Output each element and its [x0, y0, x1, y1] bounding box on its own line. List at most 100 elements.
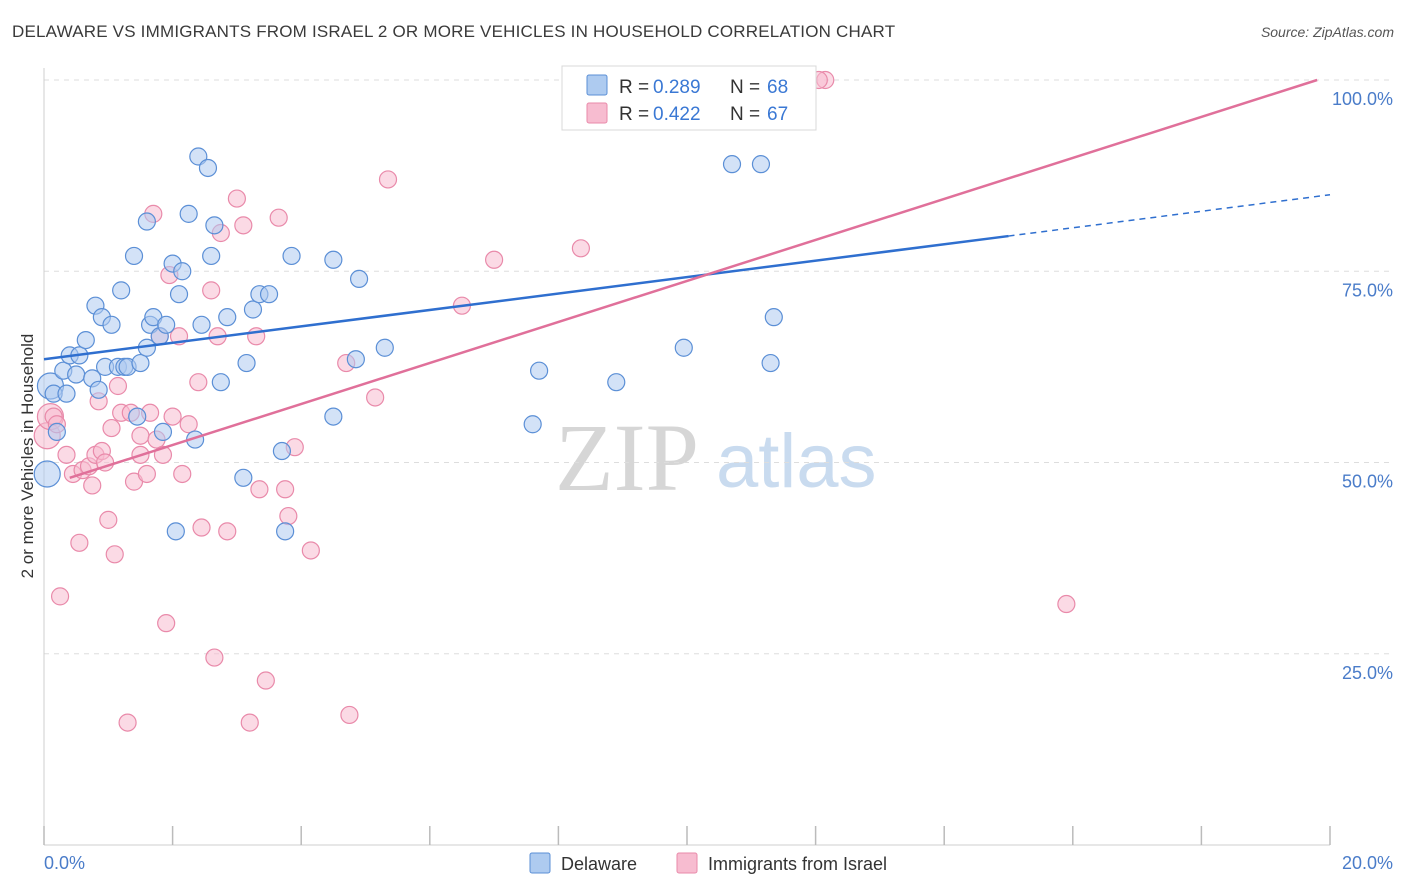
- data-point: [163, 407, 182, 426]
- trend-line-delaware: [43, 234, 1009, 361]
- data-point: [375, 338, 394, 357]
- data-point: [234, 468, 253, 487]
- legend-swatch-blue: [586, 74, 608, 96]
- data-point: [57, 384, 76, 403]
- legend-n-label-1: N =: [730, 77, 760, 98]
- data-point: [530, 361, 549, 380]
- data-point: [722, 155, 742, 174]
- x-tick-label-max: 20.0%: [1342, 853, 1393, 873]
- data-point: [237, 353, 256, 373]
- data-point: [378, 170, 398, 189]
- data-point: [227, 189, 246, 208]
- data-point: [124, 246, 144, 266]
- series-immigrants-from-israel: [33, 70, 1076, 732]
- data-point: [202, 281, 221, 300]
- data-point: [83, 476, 102, 495]
- data-point: [674, 338, 693, 357]
- x-tick-label-min: 0.0%: [44, 853, 85, 873]
- legend-n-label-2: N =: [730, 104, 760, 125]
- data-point: [131, 426, 150, 445]
- chart-title: DELAWARE VS IMMIGRANTS FROM ISRAEL 2 OR …: [12, 22, 896, 41]
- data-point: [153, 422, 173, 441]
- data-point: [324, 250, 343, 269]
- legend-n-value-1: 68: [767, 77, 788, 98]
- data-point: [259, 285, 279, 304]
- data-point: [67, 365, 86, 384]
- data-point: [485, 250, 504, 269]
- data-point: [282, 246, 301, 266]
- data-point: [272, 441, 292, 461]
- data-point: [1057, 594, 1076, 614]
- data-point: [340, 705, 359, 725]
- trend-lines: [43, 78, 1331, 479]
- data-point: [349, 269, 369, 288]
- data-point: [137, 464, 156, 484]
- data-point: [211, 373, 230, 392]
- data-point: [192, 315, 211, 334]
- data-point: [192, 518, 211, 537]
- data-point: [128, 407, 147, 426]
- watermark-zip: ZIP: [555, 404, 699, 511]
- y-tick-label: 75.0%: [1342, 280, 1393, 300]
- data-point: [751, 155, 771, 174]
- data-point: [301, 541, 320, 560]
- data-point: [99, 510, 118, 529]
- data-point: [198, 158, 218, 178]
- data-point: [57, 445, 76, 464]
- legend-r-label-1: R =: [619, 77, 649, 98]
- x-ticks: [43, 826, 1331, 845]
- data-point: [179, 415, 198, 434]
- data-point: [324, 407, 343, 426]
- data-point: [33, 460, 61, 488]
- watermark-atlas: atlas: [716, 419, 877, 504]
- legend-r-value-1: 0.289: [653, 77, 701, 98]
- source-label: Source: ZipAtlas.com: [1260, 24, 1394, 40]
- y-axis-title: 2 or more Vehicles in Household: [18, 334, 37, 579]
- data-point: [240, 713, 259, 732]
- bottom-legend-israel: Immigrants from Israel: [708, 854, 887, 874]
- data-point: [218, 308, 237, 327]
- data-point: [202, 246, 221, 266]
- bottom-legend-delaware: Delaware: [561, 854, 637, 874]
- legend-r-label-2: R =: [619, 104, 649, 125]
- data-point: [157, 315, 176, 334]
- data-point: [102, 315, 121, 334]
- y-tick-labels: 25.0% 50.0% 75.0% 100.0%: [1332, 89, 1393, 683]
- data-point: [234, 216, 253, 235]
- data-point: [269, 208, 288, 227]
- data-point: [89, 380, 108, 399]
- data-point: [173, 464, 192, 484]
- data-point: [256, 671, 275, 690]
- data-point: [276, 480, 295, 499]
- data-point: [205, 648, 224, 667]
- trend-line-delaware-extension: [1008, 194, 1331, 237]
- data-point: [607, 373, 626, 392]
- trend-line-israel: [69, 78, 1318, 479]
- data-point: [76, 331, 95, 350]
- data-point: [250, 480, 269, 499]
- data-point: [179, 204, 198, 223]
- bottom-legend-swatch-delaware: [529, 852, 551, 874]
- legend-n-value-2: 67: [767, 104, 788, 125]
- data-point: [189, 373, 208, 392]
- data-point: [169, 285, 189, 304]
- data-point: [47, 422, 66, 441]
- data-point: [571, 239, 591, 258]
- data-point: [523, 415, 542, 434]
- data-point: [218, 522, 237, 541]
- y-tick-label: 50.0%: [1342, 472, 1393, 492]
- legend-r-value-2: 0.422: [653, 104, 701, 125]
- bottom-legend-swatch-israel: [676, 852, 698, 874]
- data-point: [366, 388, 385, 407]
- data-point: [70, 533, 89, 552]
- data-point: [118, 713, 137, 732]
- data-point: [105, 545, 124, 564]
- correlation-legend: R = 0.289 N = 68 R = 0.422 N = 67: [561, 65, 817, 131]
- data-point: [108, 376, 128, 396]
- data-point: [137, 212, 156, 231]
- data-point: [761, 353, 780, 373]
- y-tick-label: 25.0%: [1342, 663, 1393, 683]
- data-point: [166, 522, 185, 541]
- data-point: [50, 587, 70, 606]
